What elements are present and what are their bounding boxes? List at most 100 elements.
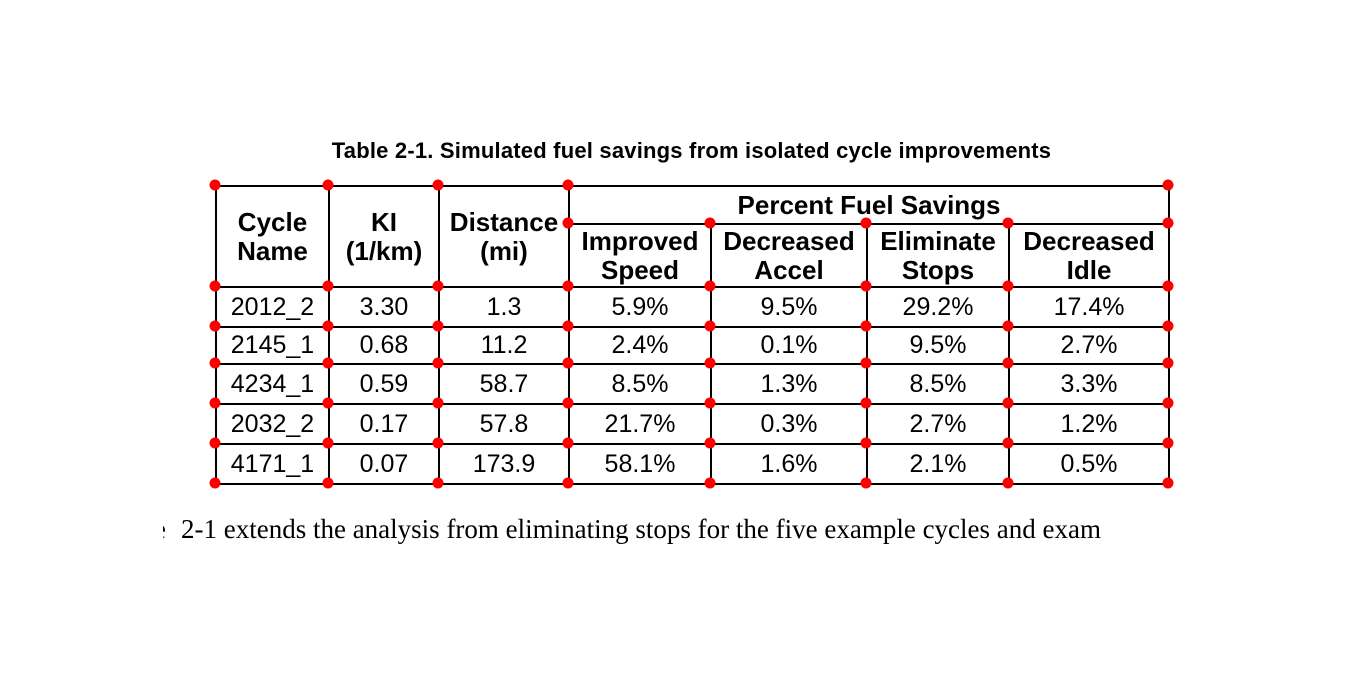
grid-marker-dot xyxy=(322,357,334,369)
grid-marker-dot xyxy=(432,397,444,409)
table-cell: 173.9 xyxy=(438,443,570,485)
grid-marker-dot xyxy=(704,437,716,449)
table-cell: 0.68 xyxy=(328,326,440,365)
grid-marker-dot xyxy=(860,397,872,409)
grid-marker-dot xyxy=(209,477,221,489)
table-cell: 0.17 xyxy=(328,403,440,445)
table-header: Cycle Name KI (1/km) Distance (mi) Perce… xyxy=(215,185,1171,288)
table-cell: 1.6% xyxy=(710,443,868,485)
grid-marker-dot xyxy=(1162,397,1174,409)
table-cell: 5.9% xyxy=(568,286,712,328)
table-cell: 3.3% xyxy=(1007,363,1171,405)
body-text-line: 2-1 extends the analysis from eliminatin… xyxy=(181,514,1101,544)
table-cell: 2.1% xyxy=(866,443,1010,485)
grid-marker-dot xyxy=(209,397,221,409)
table-cell: 2.4% xyxy=(568,326,712,365)
grid-marker-dot xyxy=(860,477,872,489)
table-cell: 2145_1 xyxy=(215,326,330,365)
grid-marker-dot xyxy=(562,320,574,332)
table-cell: 8.5% xyxy=(568,363,712,405)
grid-marker-dot xyxy=(562,357,574,369)
grid-marker-dot xyxy=(860,320,872,332)
grid-marker-dot xyxy=(860,280,872,292)
grid-marker-dot xyxy=(704,477,716,489)
grid-marker-dot xyxy=(432,437,444,449)
table-cell: 58.7 xyxy=(438,363,570,405)
grid-marker-dot xyxy=(1002,320,1014,332)
clipped-text-fragment: e xyxy=(163,514,169,545)
table-cell: 2.7% xyxy=(866,403,1010,445)
header-row-sub: Improved Speed Decreased Accel Eliminate… xyxy=(216,223,1171,288)
grid-marker-dot xyxy=(860,217,872,229)
grid-marker-dot xyxy=(322,397,334,409)
table-cell: 4171_1 xyxy=(215,443,330,485)
table-cell: 0.5% xyxy=(1007,443,1171,485)
column-header-improved-speed: Improved Speed xyxy=(568,223,712,288)
grid-marker-dot xyxy=(322,320,334,332)
fuel-savings-table: Cycle Name KI (1/km) Distance (mi) Perce… xyxy=(215,185,1171,485)
table-cell: 1.3 xyxy=(438,286,570,328)
grid-marker-dot xyxy=(562,179,574,191)
grid-marker-dot xyxy=(322,437,334,449)
grid-marker-dot xyxy=(1002,437,1014,449)
grid-marker-dot xyxy=(432,320,444,332)
grid-marker-dot xyxy=(704,280,716,292)
table-cell: 0.1% xyxy=(710,326,868,365)
clipped-glyph: e xyxy=(163,514,166,545)
grid-marker-dot xyxy=(1162,280,1174,292)
grid-marker-dot xyxy=(562,217,574,229)
table-cell: 2032_2 xyxy=(215,403,330,445)
table-cell: 0.59 xyxy=(328,363,440,405)
grid-marker-dot xyxy=(1162,217,1174,229)
table-cell: 0.07 xyxy=(328,443,440,485)
table-cell: 11.2 xyxy=(438,326,570,365)
grid-marker-dot xyxy=(1162,437,1174,449)
grid-marker-dot xyxy=(704,397,716,409)
table-title: Table 2-1. Simulated fuel savings from i… xyxy=(331,138,1052,163)
table-cell: 57.8 xyxy=(438,403,570,445)
grid-marker-dot xyxy=(1162,477,1174,489)
grid-marker-dot xyxy=(432,280,444,292)
grid-marker-dot xyxy=(704,217,716,229)
grid-marker-dot xyxy=(209,280,221,292)
table-cell: 9.5% xyxy=(866,326,1010,365)
grid-marker-dot xyxy=(1002,217,1014,229)
grid-marker-dot xyxy=(209,320,221,332)
table-cell: 3.30 xyxy=(328,286,440,328)
grid-marker-dot xyxy=(1162,320,1174,332)
table-cell: 17.4% xyxy=(1007,286,1171,328)
grid-marker-dot xyxy=(562,280,574,292)
table-cell: 4234_1 xyxy=(215,363,330,405)
grid-marker-dot xyxy=(209,437,221,449)
table-body: 2012_2 3.30 1.3 5.9% 9.5% 29.2% 17.4% 2145_1 0.6… xyxy=(215,286,1171,485)
grid-marker-dot xyxy=(432,477,444,489)
grid-marker-dot xyxy=(860,437,872,449)
grid-marker-dot xyxy=(1002,397,1014,409)
grid-marker-dot xyxy=(562,477,574,489)
column-header-distance: Distance (mi) xyxy=(438,185,570,288)
grid-marker-dot xyxy=(1002,357,1014,369)
table-cell: 2012_2 xyxy=(215,286,330,328)
table-cell: 58.1% xyxy=(568,443,712,485)
table-row: 4171_1 0.07 173.9 58.1% 1.6% 2.1% 0.5% xyxy=(215,443,1171,485)
table-cell: 0.3% xyxy=(710,403,868,445)
column-header-eliminate-stops: Eliminate Stops xyxy=(866,223,1010,288)
grid-marker-dot xyxy=(562,397,574,409)
grid-marker-dot xyxy=(432,357,444,369)
grid-marker-dot xyxy=(322,477,334,489)
column-header-decreased-accel: Decreased Accel xyxy=(710,223,868,288)
table-cell: 29.2% xyxy=(866,286,1010,328)
table-row: 2145_1 0.68 11.2 2.4% 0.1% 9.5% 2.7% xyxy=(215,326,1171,365)
table-row: 4234_1 0.59 58.7 8.5% 1.3% 8.5% 3.3% xyxy=(215,363,1171,405)
grid-marker-dot xyxy=(322,280,334,292)
grid-marker-dot xyxy=(860,357,872,369)
column-header-decreased-idle: Decreased Idle xyxy=(1007,223,1171,288)
column-header-cycle-name: Cycle Name xyxy=(215,185,330,288)
grid-marker-dot xyxy=(432,179,444,191)
table-cell: 8.5% xyxy=(866,363,1010,405)
grid-marker-dot xyxy=(1162,179,1174,191)
grid-marker-dot xyxy=(209,357,221,369)
grid-marker-dot xyxy=(1162,357,1174,369)
column-header-ki: KI (1/km) xyxy=(328,185,440,288)
